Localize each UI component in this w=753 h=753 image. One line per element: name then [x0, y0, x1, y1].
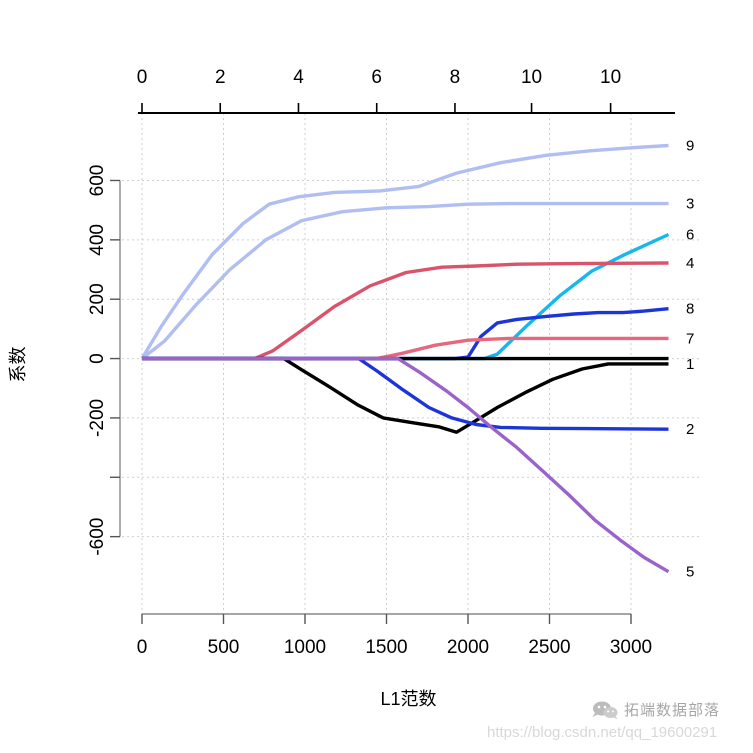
curve-end-label-8: 8 — [686, 301, 694, 318]
y-axis-tick-label: 400 — [87, 224, 108, 256]
curve-group — [140, 143, 670, 574]
curve-end-label-3: 3 — [686, 196, 694, 213]
curve-7 — [142, 336, 669, 361]
x-axis-tick-label: 3000 — [610, 637, 652, 658]
curve-end-label-7: 7 — [686, 330, 694, 347]
watermark-brand: 拓端数据部落 — [592, 699, 720, 720]
y-axis-tick-label: 0 — [87, 353, 108, 364]
top-axis-tick-label: 10 — [600, 67, 621, 88]
x-axis-tick-label: 2500 — [528, 637, 570, 658]
y-axis-title: 系数 — [8, 347, 28, 383]
x-axis-tick-label: 1500 — [365, 637, 407, 658]
y-axis-tick-label: 600 — [87, 165, 108, 197]
top-axis-tick-label: 8 — [450, 67, 461, 88]
curve-end-label-9: 9 — [686, 137, 694, 154]
y-axis-tick-label: 200 — [87, 283, 108, 315]
wechat-icon — [592, 701, 618, 719]
curve-5 — [142, 356, 670, 574]
y-axis-tick-label: -200 — [87, 399, 108, 437]
curve-9 — [140, 143, 669, 360]
curve-end-label-5: 5 — [686, 564, 694, 581]
top-axis-tick-label: 4 — [293, 67, 304, 88]
curve-end-label-6: 6 — [686, 227, 694, 244]
axes — [110, 103, 675, 624]
curve-end-label-1: 1 — [686, 356, 694, 373]
curve-end-label-4: 4 — [686, 255, 694, 272]
top-axis-tick-label: 2 — [215, 67, 226, 88]
top-axis-tick-label: 6 — [371, 67, 382, 88]
y-axis-tick-label: -600 — [87, 518, 108, 556]
top-axis-tick-label: 10 — [521, 67, 542, 88]
curve-1 — [142, 356, 669, 434]
top-axis-tick-label: 0 — [137, 67, 148, 88]
x-axis-tick-label: 500 — [208, 637, 240, 658]
curve-2 — [142, 356, 669, 431]
watermark-url: https://blog.csdn.net/qq_19600291 — [487, 724, 718, 741]
watermark-text: 拓端数据部落 — [624, 701, 721, 719]
x-axis-tick-label: 2000 — [447, 637, 489, 658]
curve-end-label-2: 2 — [686, 421, 694, 438]
x-axis-tick-label: 1000 — [284, 637, 326, 658]
x-axis-title: L1范数 — [380, 689, 436, 709]
curve-3 — [140, 201, 669, 360]
x-axis-tick-label: 0 — [137, 637, 148, 658]
curve-4 — [142, 261, 669, 361]
